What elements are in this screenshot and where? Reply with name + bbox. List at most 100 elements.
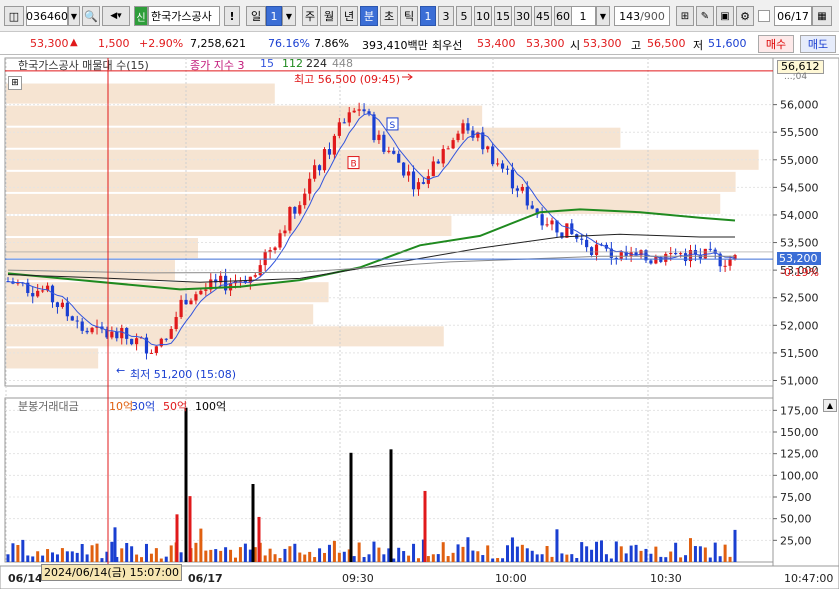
volume-tick-label: 25,00 xyxy=(780,534,812,547)
volume-spike-bar xyxy=(389,449,393,562)
stock-code-input[interactable]: 036460 xyxy=(26,6,68,26)
candle-body xyxy=(303,193,307,206)
volume-profile-bar xyxy=(6,348,99,369)
period-tick-button[interactable]: 틱 xyxy=(400,6,418,26)
volume-bar xyxy=(688,538,692,562)
grid-settings-icon[interactable]: ⊞ xyxy=(676,6,694,26)
candle-body xyxy=(456,133,460,141)
count-field[interactable]: 143/900 xyxy=(614,6,670,26)
high-annotation: 최고 56,500 (09:45) xyxy=(294,73,401,86)
volume-bar xyxy=(115,556,119,562)
price-tick-label: 51,000 xyxy=(780,374,819,387)
grid-toggle-icon[interactable]: ⊞ xyxy=(8,76,22,90)
low-label: 저 xyxy=(693,39,704,52)
candle-body xyxy=(634,252,638,256)
volume-bar xyxy=(6,554,10,562)
candle-body xyxy=(520,186,524,191)
candle-body xyxy=(308,178,312,194)
volume-bar xyxy=(248,549,252,562)
candle-body xyxy=(446,148,450,150)
date-checkbox[interactable] xyxy=(758,10,770,22)
chart-menu-icon[interactable]: ◫ xyxy=(4,6,24,26)
save-icon[interactable]: ▣ xyxy=(716,6,734,26)
calendar-icon[interactable]: ▦ xyxy=(812,6,832,26)
chart-canvas[interactable]: 56,000 55,500 55,000 54,500 54,000 53,500 53,0… xyxy=(0,56,839,589)
period-week-button[interactable]: 주 xyxy=(302,6,318,26)
interval-label: 1 xyxy=(424,9,432,23)
volume-bar xyxy=(70,551,74,562)
interval-button-45[interactable]: 45 xyxy=(534,6,552,26)
candle-body xyxy=(609,248,613,258)
volume-bar xyxy=(204,550,208,562)
sell-button[interactable]: 매도 xyxy=(800,35,836,53)
volume-tick-label: 75,00 xyxy=(780,491,812,504)
candle-body xyxy=(154,346,158,353)
period-second-button[interactable]: 초 xyxy=(380,6,398,26)
interval-custom-input[interactable]: 1 xyxy=(570,6,596,26)
period-number-label: 1 xyxy=(270,9,278,23)
stock-name-field[interactable]: 한국가스공사 xyxy=(148,6,220,26)
current-price: 53,300 xyxy=(30,37,69,50)
candle-body xyxy=(95,326,99,328)
volume-bar xyxy=(441,542,445,562)
volume-spike-bar xyxy=(349,452,353,562)
interval-button-10[interactable]: 10 xyxy=(474,6,492,26)
volume-bar xyxy=(580,542,584,562)
volume-legend-30: 30억 xyxy=(131,400,156,413)
candle-body xyxy=(669,253,673,255)
interval-button-30[interactable]: 30 xyxy=(514,6,532,26)
candle-body xyxy=(674,253,678,255)
volume-bar xyxy=(144,543,148,562)
candle-body xyxy=(535,208,539,215)
date-text: 06/17 xyxy=(777,9,809,23)
date-field[interactable]: 06/17 xyxy=(774,6,812,26)
period-number-button[interactable]: 1 xyxy=(266,6,282,26)
candle-body xyxy=(204,289,208,291)
price-tick-label: 54,500 xyxy=(780,181,819,194)
candle-body xyxy=(352,110,356,113)
low-annotation: 최저 51,200 (15:08) xyxy=(130,368,237,381)
price-tick-label: 53,000 xyxy=(780,264,819,277)
candle-body xyxy=(496,163,500,165)
volume-bar xyxy=(347,549,351,562)
interval-button-1[interactable]: 1 xyxy=(420,6,436,26)
code-dropdown-icon[interactable]: ▼ xyxy=(68,6,80,26)
candle-body xyxy=(654,257,658,264)
interval-button-5[interactable]: 5 xyxy=(456,6,472,26)
volume-tick-label: 125,00 xyxy=(780,448,819,461)
ma-line-15 xyxy=(7,112,736,346)
gear-icon[interactable]: ⚙ xyxy=(736,6,754,26)
buy-button[interactable]: 매수 xyxy=(758,35,794,53)
alert-button[interactable]: ! xyxy=(224,6,240,26)
period-dropdown-icon[interactable]: ▼ xyxy=(282,6,296,26)
period-year-button[interactable]: 년 xyxy=(340,6,358,26)
interval-button-60[interactable]: 60 xyxy=(554,6,572,26)
interval-dropdown-icon[interactable]: ▼ xyxy=(596,6,610,26)
volume-collapse-button[interactable]: ▲ xyxy=(823,399,837,412)
price-tick-label: 53,500 xyxy=(780,237,819,250)
volume-bar xyxy=(674,542,678,562)
interval-button-15[interactable]: 15 xyxy=(494,6,512,26)
period-day-button[interactable]: 일 xyxy=(246,6,266,26)
chart-area[interactable]: 56,000 55,500 55,000 54,500 54,000 53,500 53,0… xyxy=(0,56,839,589)
candle-body xyxy=(75,320,79,322)
volume-bar xyxy=(733,529,737,562)
candle-body xyxy=(224,275,228,291)
volume-bar xyxy=(486,545,490,562)
volume-bar xyxy=(367,554,371,562)
ma-line-448 xyxy=(7,255,735,274)
period-minute-button[interactable]: 분 xyxy=(360,6,378,26)
search-icon[interactable]: 🔍 xyxy=(82,6,100,26)
period-month-button[interactable]: 월 xyxy=(320,6,338,26)
speaker-icon[interactable]: ◀▾ xyxy=(102,6,130,26)
volume-bar xyxy=(55,554,59,562)
period-day-label: 일 xyxy=(250,10,262,23)
interval-button-3[interactable]: 3 xyxy=(438,6,454,26)
volume-bar xyxy=(293,543,297,562)
candle-body xyxy=(545,224,549,226)
candle-body xyxy=(189,300,193,305)
draw-tool-icon[interactable]: ✎ xyxy=(696,6,714,26)
volume-spike-bar xyxy=(257,516,261,562)
candle-body xyxy=(624,251,628,256)
period-minute-label: 분 xyxy=(363,10,375,23)
